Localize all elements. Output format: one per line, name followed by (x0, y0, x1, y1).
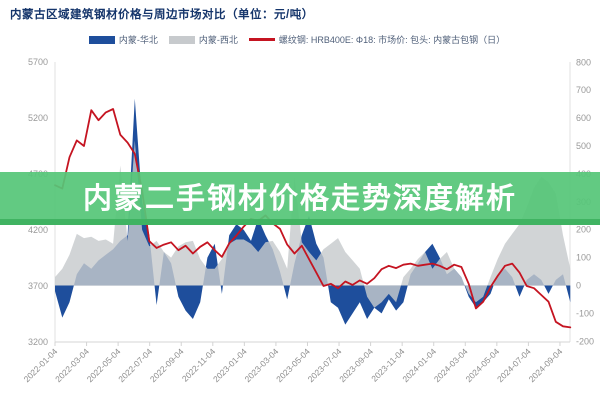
right-axis-label: -200 (576, 336, 594, 346)
right-axis-label: -100 (576, 308, 594, 318)
left-axis-label: 4200 (28, 225, 48, 235)
right-axis-label: 200 (576, 225, 591, 235)
headline-banner-text: 内蒙二手钢材价格走势深度解析 (82, 182, 517, 215)
legend-label-1: 内蒙-西北 (198, 35, 238, 45)
left-axis-label: 3200 (28, 337, 48, 347)
left-axis-label: 5200 (28, 113, 48, 123)
chart-legend: 内蒙-华北 内蒙-西北 螺纹钢: HRB400E: Φ18: 市场价: 包头: 内蒙… (0, 33, 600, 46)
right-axis-label: 600 (576, 113, 591, 123)
legend-item-2: 螺纹钢: HRB400E: Φ18: 市场价: 包头: 内蒙古包钢（日） (248, 33, 506, 46)
right-axis-label: 800 (576, 57, 591, 67)
legend-swatch-2 (248, 38, 275, 41)
chart-title: 内蒙古区域建筑钢材价格与周边市场对比（单位：元/吨） (10, 9, 314, 21)
legend-swatch-1 (168, 35, 195, 44)
right-axis-label: 700 (576, 85, 591, 95)
right-axis-label: 500 (576, 141, 591, 151)
left-axis-label: 5700 (28, 57, 48, 67)
right-axis-label: 0 (576, 281, 581, 291)
x-tick-label: 2024-09-04 (527, 346, 565, 384)
legend-item-0: 内蒙-华北 (88, 33, 158, 46)
legend-item-1: 内蒙-西北 (168, 33, 238, 46)
right-axis-label: 100 (576, 253, 591, 263)
legend-swatch-0 (88, 35, 115, 44)
headline-banner: 内蒙二手钢材价格走势深度解析 (0, 172, 600, 225)
x-tick-label: 2022-09-04 (148, 346, 186, 384)
x-tick-label: 2023-09-04 (337, 346, 375, 384)
legend-label-0: 内蒙-华北 (118, 35, 158, 45)
left-axis-label: 3700 (28, 281, 48, 291)
legend-label-2: 螺纹钢: HRB400E: Φ18: 市场价: 包头: 内蒙古包钢（日） (278, 35, 506, 45)
